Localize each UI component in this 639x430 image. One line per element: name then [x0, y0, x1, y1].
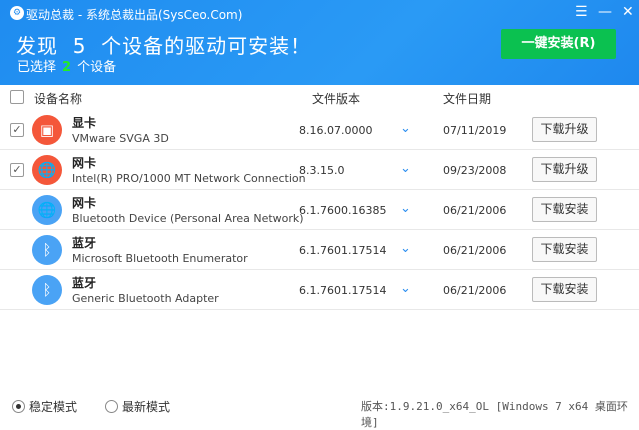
radio-latest[interactable]: 最新模式: [105, 398, 170, 415]
close-icon[interactable]: ✕: [622, 4, 634, 20]
file-date: 06/21/2006: [443, 284, 507, 297]
radio-stable[interactable]: 稳定模式: [12, 398, 77, 415]
download-button[interactable]: 下载安装: [532, 277, 597, 302]
table-row: ᛒ 蓝牙 Microsoft Bluetooth Enumerator 6.1.…: [0, 230, 639, 270]
chevron-down-icon[interactable]: ⌄: [400, 161, 411, 176]
download-button[interactable]: 下载安装: [532, 237, 597, 262]
col-name: 设备名称: [34, 92, 83, 106]
table-row: ✓ 🌐 网卡 Intel(R) PRO/1000 MT Network Conne…: [0, 150, 639, 190]
table-row: ᛒ 蓝牙 Generic Bluetooth Adapter 6.1.7601.…: [0, 270, 639, 310]
window-title: 驱动总裁 - 系统总裁出品(SysCeo.Com): [26, 8, 243, 22]
headline: 发现 5 个设备的驱动可安装！: [16, 34, 312, 58]
monitor-icon: ▣: [32, 115, 62, 145]
file-version: 8.3.15.0: [299, 164, 345, 177]
chevron-down-icon[interactable]: ⌄: [400, 121, 411, 136]
version-info: 版本:1.9.21.0_x64_OL [Windows 7 x64 桌面环境]: [361, 400, 628, 429]
header: ⚙ 驱动总裁 - 系统总裁出品(SysCeo.Com) ☰ — ✕ 发现 5 个…: [0, 0, 639, 85]
chevron-down-icon[interactable]: ⌄: [400, 281, 411, 296]
install-all-button[interactable]: 一键安装(R): [501, 29, 616, 59]
globe-icon: 🌐: [32, 155, 62, 185]
row-checkbox[interactable]: ✓: [10, 123, 24, 137]
download-button[interactable]: 下载安装: [532, 197, 597, 222]
device-category: 网卡: [72, 156, 97, 170]
file-date: 09/23/2008: [443, 164, 507, 177]
device-category: 蓝牙: [72, 276, 97, 290]
file-version: 6.1.7601.17514: [299, 244, 387, 257]
device-category: 显卡: [72, 116, 97, 130]
table-row: ✓ ▣ 显卡 VMware SVGA 3D 8.16.07.0000 ⌄ 07/1…: [0, 110, 639, 150]
device-name: VMware SVGA 3D: [72, 132, 169, 145]
col-version: 文件版本: [312, 92, 361, 106]
device-name: Generic Bluetooth Adapter: [72, 292, 219, 305]
device-category: 蓝牙: [72, 236, 97, 250]
device-name: Microsoft Bluetooth Enumerator: [72, 252, 248, 265]
bluetooth-icon: ᛒ: [32, 275, 62, 305]
file-version: 6.1.7600.16385: [299, 204, 387, 217]
app-logo-icon: ⚙: [10, 6, 24, 20]
select-all-checkbox[interactable]: [10, 90, 24, 104]
file-date: 07/11/2019: [443, 124, 507, 137]
selected-summary: 已选择 2 个设备: [17, 60, 117, 75]
radio-dot[interactable]: [12, 400, 25, 413]
col-date: 文件日期: [443, 92, 492, 106]
column-header: 设备名称 文件版本 文件日期: [0, 86, 639, 108]
menu-icon[interactable]: ☰: [575, 4, 588, 20]
minimize-icon[interactable]: —: [598, 4, 612, 20]
globe-icon: 🌐: [32, 195, 62, 225]
radio-dot[interactable]: [105, 400, 118, 413]
file-date: 06/21/2006: [443, 244, 507, 257]
download-button[interactable]: 下载升级: [532, 157, 597, 182]
file-version: 8.16.07.0000: [299, 124, 373, 137]
device-name: Intel(R) PRO/1000 MT Network Connection: [72, 172, 306, 185]
chevron-down-icon[interactable]: ⌄: [400, 201, 411, 216]
device-category: 网卡: [72, 196, 97, 210]
file-date: 06/21/2006: [443, 204, 507, 217]
device-name: Bluetooth Device (Personal Area Network): [72, 212, 304, 225]
download-button[interactable]: 下载升级: [532, 117, 597, 142]
file-version: 6.1.7601.17514: [299, 284, 387, 297]
bluetooth-icon: ᛒ: [32, 235, 62, 265]
table-row: 🌐 网卡 Bluetooth Device (Personal Area Net…: [0, 190, 639, 230]
row-checkbox[interactable]: ✓: [10, 163, 24, 177]
chevron-down-icon[interactable]: ⌄: [400, 241, 411, 256]
